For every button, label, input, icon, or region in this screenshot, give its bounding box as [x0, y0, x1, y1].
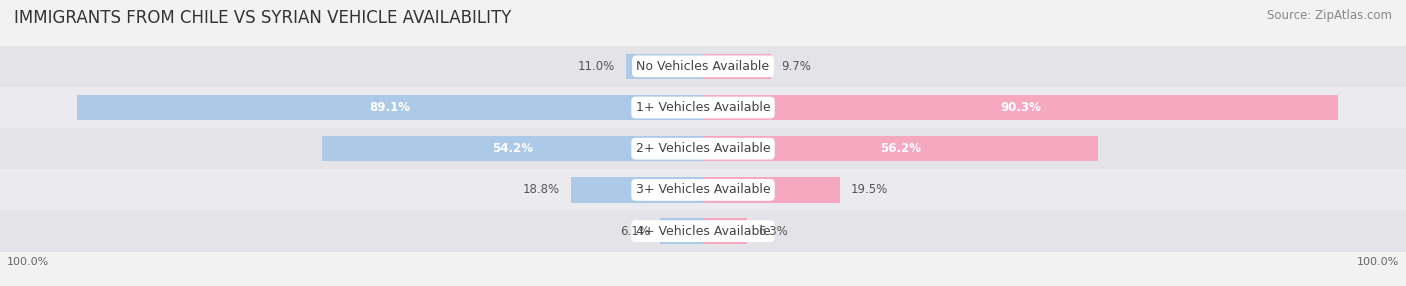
Bar — [0, 46, 1406, 87]
Text: 18.8%: 18.8% — [523, 183, 560, 196]
Bar — [0, 210, 1406, 252]
Bar — [703, 136, 1098, 162]
Text: 4+ Vehicles Available: 4+ Vehicles Available — [636, 225, 770, 238]
Bar — [77, 95, 703, 120]
Text: 100.0%: 100.0% — [7, 257, 49, 267]
Text: 56.2%: 56.2% — [880, 142, 921, 155]
Bar — [703, 95, 1339, 120]
Text: IMMIGRANTS FROM CHILE VS SYRIAN VEHICLE AVAILABILITY: IMMIGRANTS FROM CHILE VS SYRIAN VEHICLE … — [14, 9, 512, 27]
Text: 6.1%: 6.1% — [620, 225, 650, 238]
Text: 3+ Vehicles Available: 3+ Vehicles Available — [636, 183, 770, 196]
Text: 19.5%: 19.5% — [851, 183, 887, 196]
Text: Source: ZipAtlas.com: Source: ZipAtlas.com — [1267, 9, 1392, 21]
Bar — [661, 218, 703, 244]
Text: 2+ Vehicles Available: 2+ Vehicles Available — [636, 142, 770, 155]
Bar — [0, 169, 1406, 210]
Bar — [0, 128, 1406, 169]
Text: 6.3%: 6.3% — [758, 225, 787, 238]
Text: 100.0%: 100.0% — [1357, 257, 1399, 267]
Text: 11.0%: 11.0% — [578, 60, 616, 73]
Bar — [703, 218, 748, 244]
Bar — [703, 53, 772, 79]
Text: 90.3%: 90.3% — [1000, 101, 1040, 114]
Bar — [703, 177, 841, 203]
Text: 9.7%: 9.7% — [782, 60, 811, 73]
Text: 89.1%: 89.1% — [370, 101, 411, 114]
Bar — [0, 87, 1406, 128]
Bar — [571, 177, 703, 203]
Bar — [322, 136, 703, 162]
Text: No Vehicles Available: No Vehicles Available — [637, 60, 769, 73]
Bar — [626, 53, 703, 79]
Text: 54.2%: 54.2% — [492, 142, 533, 155]
Text: 1+ Vehicles Available: 1+ Vehicles Available — [636, 101, 770, 114]
